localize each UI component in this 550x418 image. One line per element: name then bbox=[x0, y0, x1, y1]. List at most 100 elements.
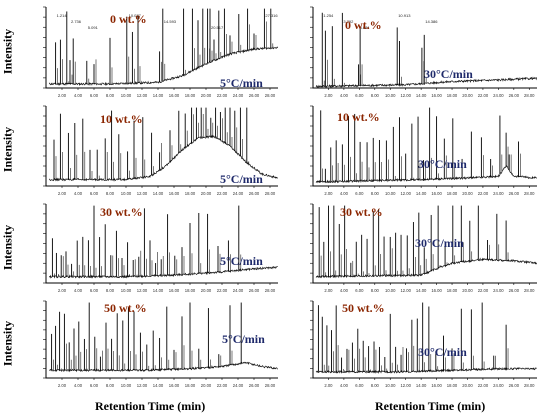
x-tick-label: 22.00 bbox=[478, 191, 489, 196]
x-tick-label: 28.00 bbox=[524, 288, 535, 293]
x-tick-label: 2.00 bbox=[58, 93, 67, 98]
x-tick-label: 18.00 bbox=[447, 93, 458, 98]
x-tick-label: 6.00 bbox=[355, 93, 364, 98]
x-tick-label: 8.00 bbox=[106, 383, 115, 388]
x-tick-label: 26.00 bbox=[509, 93, 520, 98]
x-tick-label: 26.00 bbox=[509, 288, 520, 293]
concentration-label: 50 wt.% bbox=[342, 301, 385, 315]
plot-svg: 2.00 4.00 6.00 8.00 10.00 12.00 14.00 16.00 18.0… bbox=[43, 203, 278, 293]
x-tick-label: 2.00 bbox=[58, 383, 67, 388]
x-tick-label: 4.00 bbox=[74, 288, 83, 293]
x-tick-label: 10.00 bbox=[121, 288, 132, 293]
heating-rate-label: 30°C/min bbox=[415, 236, 464, 250]
x-tick-label: 18.00 bbox=[447, 383, 458, 388]
concentration-label: 0 wt.% bbox=[110, 12, 147, 26]
concentration-label: 10 wt.% bbox=[100, 112, 143, 126]
x-tick-label: 22.00 bbox=[478, 288, 489, 293]
x-tick-label: 18.00 bbox=[447, 288, 458, 293]
x-tick-label: 20.00 bbox=[462, 288, 473, 293]
x-tick-label: 2.00 bbox=[324, 288, 333, 293]
x-tick-label: 12.00 bbox=[137, 288, 148, 293]
peak-label: 2.736 bbox=[71, 19, 82, 24]
x-tick-label: 6.00 bbox=[355, 288, 364, 293]
chromatogram-panel-5C-0: 2.00 4.00 6.00 8.00 10.00 12.00 14.00 16.00 18.0… bbox=[30, 3, 282, 100]
x-tick-label: 18.00 bbox=[185, 383, 196, 388]
x-axis-label: Retention Time (min) bbox=[375, 399, 486, 413]
peak-label: 20.517 bbox=[211, 25, 224, 30]
signal-baseline bbox=[315, 257, 537, 279]
x-tick-label: 2.00 bbox=[324, 383, 333, 388]
y-axis-label: Intensity bbox=[0, 126, 15, 173]
x-tick-label: 12.00 bbox=[400, 191, 411, 196]
x-tick-label: 28.00 bbox=[265, 191, 276, 196]
x-tick-label: 12.00 bbox=[400, 288, 411, 293]
x-tick-label: 16.00 bbox=[169, 191, 180, 196]
chromatogram-panel-30C-50: 2.00 4.00 6.00 8.00 10.00 12.00 14.00 16.00 18.0… bbox=[297, 297, 541, 390]
x-tick-label: 4.00 bbox=[74, 93, 83, 98]
x-tick-label: 2.00 bbox=[58, 288, 67, 293]
x-tick-label: 22.00 bbox=[217, 191, 228, 196]
x-tick-label: 8.00 bbox=[371, 383, 380, 388]
x-tick-label: 10.00 bbox=[385, 191, 396, 196]
x-tick-label: 2.00 bbox=[324, 191, 333, 196]
x-tick-label: 22.00 bbox=[478, 383, 489, 388]
x-tick-label: 6.00 bbox=[90, 383, 99, 388]
x-tick-label: 6.00 bbox=[355, 383, 364, 388]
x-tick-label: 18.00 bbox=[185, 191, 196, 196]
signal-baseline bbox=[49, 134, 278, 182]
signal-baseline bbox=[49, 361, 278, 373]
x-tick-label: 14.00 bbox=[416, 383, 427, 388]
x-tick-label: 16.00 bbox=[431, 383, 442, 388]
x-tick-label: 8.00 bbox=[106, 93, 115, 98]
x-tick-label: 2.00 bbox=[324, 93, 333, 98]
x-tick-label: 28.00 bbox=[524, 93, 535, 98]
x-tick-label: 4.00 bbox=[340, 191, 349, 196]
x-tick-label: 16.00 bbox=[431, 288, 442, 293]
plot-svg: 2.00 4.00 6.00 8.00 10.00 12.00 14.00 16.00 18.0… bbox=[310, 6, 538, 98]
x-tick-label: 16.00 bbox=[431, 93, 442, 98]
x-tick-label: 28.00 bbox=[524, 191, 535, 196]
x-tick-label: 12.00 bbox=[137, 191, 148, 196]
x-tick-label: 24.00 bbox=[493, 93, 504, 98]
x-tick-label: 4.00 bbox=[340, 288, 349, 293]
x-tick-label: 8.00 bbox=[371, 191, 380, 196]
peak-label: 3.792 bbox=[343, 19, 354, 24]
heating-rate-label: 30°C/min bbox=[418, 345, 467, 359]
plot-svg: 2.00 4.00 6.00 8.00 10.00 12.00 14.00 16.00 18.0… bbox=[43, 105, 278, 196]
chromatogram-panel-30C-10: 2.00 4.00 6.00 8.00 10.00 12.00 14.00 16.00 18.0… bbox=[297, 102, 541, 198]
chromatogram-panel-30C-30: 2.00 4.00 6.00 8.00 10.00 12.00 14.00 16.00 18.0… bbox=[297, 200, 541, 295]
signal-baseline bbox=[315, 366, 537, 374]
x-tick-label: 14.00 bbox=[153, 288, 164, 293]
x-tick-label: 28.00 bbox=[524, 383, 535, 388]
peak-label: 1.214 bbox=[57, 13, 68, 18]
x-tick-label: 12.00 bbox=[400, 93, 411, 98]
x-tick-label: 14.00 bbox=[153, 191, 164, 196]
concentration-label: 10 wt.% bbox=[337, 110, 380, 124]
concentration-label: 30 wt.% bbox=[100, 205, 143, 219]
x-tick-label: 20.00 bbox=[201, 288, 212, 293]
signal-baseline bbox=[315, 165, 537, 184]
y-axis-label: Intensity bbox=[0, 320, 15, 366]
concentration-label: 50 wt.% bbox=[104, 301, 147, 315]
peak-label: 14.593 bbox=[164, 19, 177, 24]
x-tick-label: 18.00 bbox=[185, 93, 196, 98]
plot-svg: 2.00 4.00 6.00 8.00 10.00 12.00 14.00 16.00 18.0… bbox=[43, 6, 279, 98]
heating-rate-label: 30°C/min bbox=[424, 67, 473, 81]
x-tick-label: 8.00 bbox=[371, 288, 380, 293]
x-tick-label: 24.00 bbox=[493, 383, 504, 388]
peak-label: 10.913 bbox=[398, 13, 411, 18]
peak-label: 5.091 bbox=[88, 25, 99, 30]
x-tick-label: 26.00 bbox=[249, 383, 260, 388]
x-tick-label: 8.00 bbox=[106, 288, 115, 293]
x-tick-label: 20.00 bbox=[201, 191, 212, 196]
x-tick-label: 12.00 bbox=[137, 93, 148, 98]
heating-rate-label: 30°C/min bbox=[418, 157, 467, 171]
x-tick-label: 24.00 bbox=[233, 383, 244, 388]
x-tick-label: 10.00 bbox=[385, 288, 396, 293]
plot-svg: 2.00 4.00 6.00 8.00 10.00 12.00 14.00 16.00 18.0… bbox=[310, 105, 537, 196]
x-tick-label: 4.00 bbox=[340, 93, 349, 98]
x-tick-label: 24.00 bbox=[233, 93, 244, 98]
signal-baseline bbox=[48, 45, 279, 87]
x-tick-label: 22.00 bbox=[217, 93, 228, 98]
x-tick-label: 6.00 bbox=[90, 93, 99, 98]
